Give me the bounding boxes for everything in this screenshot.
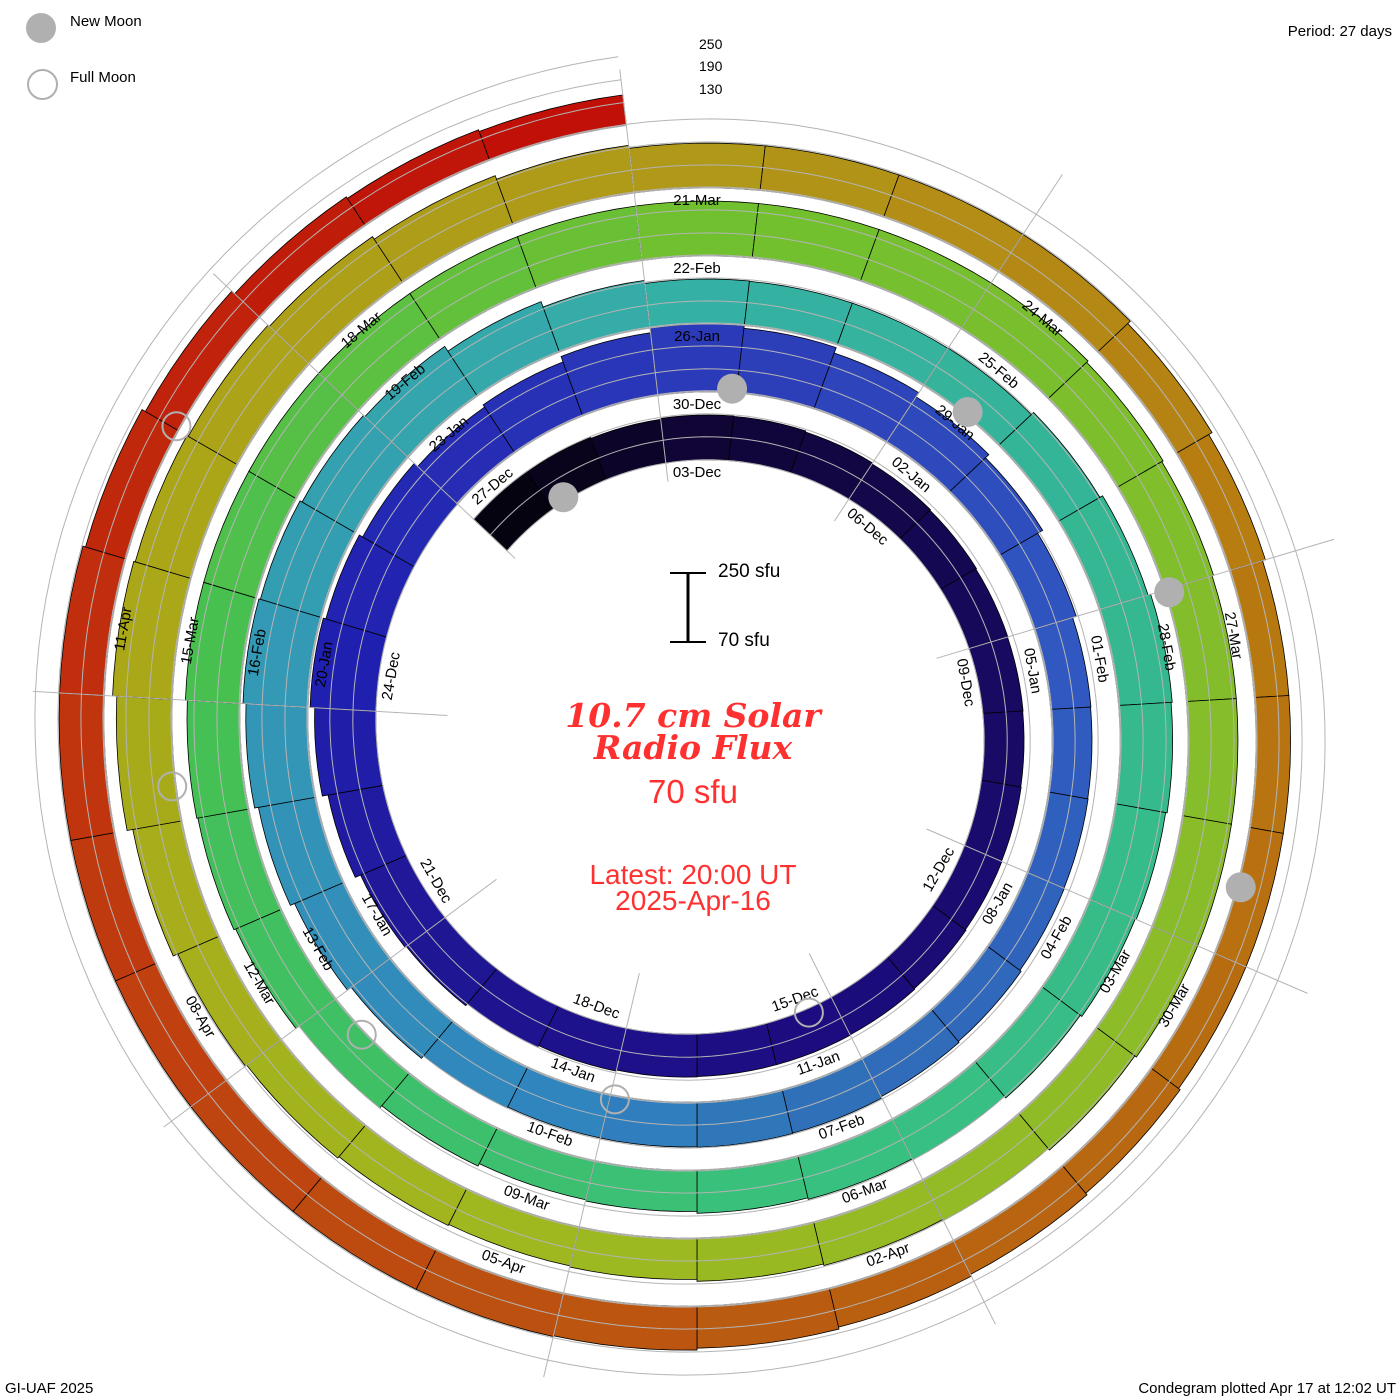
date-label: 21-Mar [673,192,721,209]
full-moon-marker [157,771,188,802]
new-moon-marker [548,482,579,513]
period-label: Period: 27 days [1287,23,1392,40]
flux-bar [58,692,116,841]
full-moon-legend-label: Full Moon [70,69,136,86]
date-label: 03-Dec [673,464,722,481]
latest-date: 2025-Apr-16 [615,885,771,916]
full-moon-marker [793,997,824,1028]
flux-bar [516,205,643,289]
moon-markers [157,373,1256,1115]
date-label: 22-Feb [673,260,721,277]
flux-bars [58,94,1291,1351]
radial-spoke [543,973,640,1378]
new-moon-marker [717,373,748,404]
flux-bar [507,1066,612,1139]
date-label: 30-Dec [673,396,722,413]
new-moon-marker [952,396,983,427]
full-moon-legend-icon [27,69,58,100]
flux-bar [314,707,384,797]
flux-bar [696,1287,840,1349]
scale-bottom-label: 70 sfu [718,630,770,651]
flux-bar [981,710,1025,788]
flux-bar [1114,701,1174,814]
full-moon-marker [599,1084,630,1115]
full-moon-marker [346,1019,377,1050]
date-label: 26-Jan [674,328,720,345]
chart-title-line2: Radio Flux [593,728,793,767]
flux-bar [696,1022,777,1077]
date-label: 24-Dec [379,650,404,701]
radial-spoke [619,69,669,482]
scale-top-label: 250 sfu [718,561,781,582]
new-moon-legend-icon [26,13,56,43]
guide-label-250: 250 [699,36,723,52]
scale-bar [670,572,706,643]
flux-bar [1026,791,1089,889]
radial-spoke [936,538,1335,659]
radial-spoke [163,878,497,1128]
flux-bar [569,1226,698,1280]
flux-bar [552,1292,698,1351]
flux-bar [1048,706,1093,800]
radial-spoke [808,953,996,1325]
base-value: 70 sfu [648,773,738,810]
new-moon-marker [1225,872,1256,903]
radial-spoke [833,174,1063,522]
footer-plotted: Condegram plotted Apr 17 at 12:02 UT [1138,1380,1396,1397]
new-moon-marker [1154,577,1185,608]
radial-spoke [926,828,1308,994]
footer-credit: GI-UAF 2025 [5,1380,94,1397]
guide-label-190: 190 [699,58,723,74]
flux-bar [696,1221,825,1282]
guide-label-130: 130 [699,81,723,97]
flux-bar [615,1027,698,1078]
radial-spoke [33,690,448,716]
chart-title-line1: 10.7 cm Solar [565,696,821,735]
flux-bar [245,703,317,809]
radial-spoke [212,273,516,559]
new-moon-legend-label: New Moon [70,13,142,30]
radial-spokes [33,69,1335,1378]
latest-time: Latest: 20:00 UT [589,859,797,890]
flux-bar [1088,803,1167,921]
flux-bar [751,203,880,282]
full-moon-marker [161,411,192,442]
